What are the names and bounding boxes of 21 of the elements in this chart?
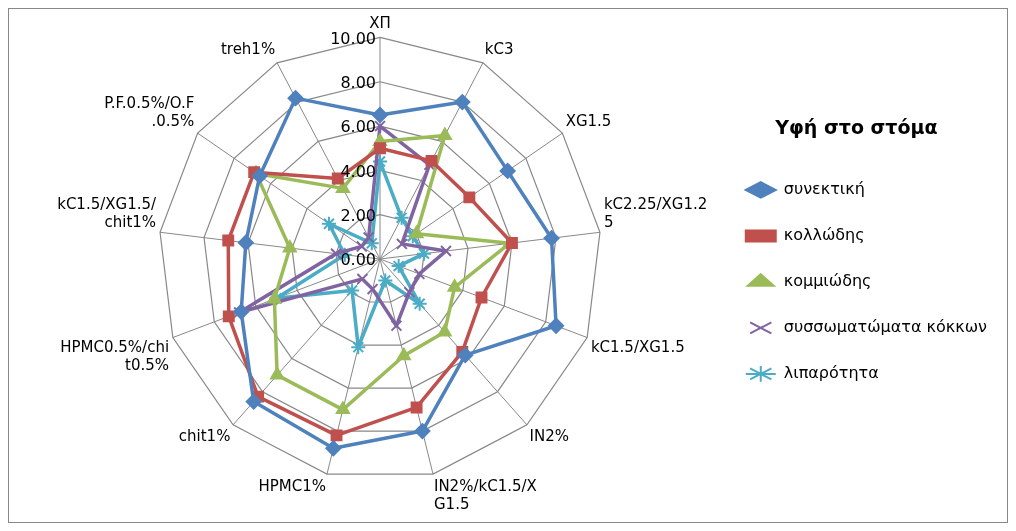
- spoke-label: kC1.5/XG1.5/chit1%: [57, 194, 158, 231]
- spoke-label: IN2%/kC1.5/XG1.5: [433, 476, 537, 513]
- spoke-label: P.F.0.5%/O.F.0.5%: [104, 93, 195, 130]
- spoke-label: treh1%: [220, 40, 276, 59]
- spoke-label: chit1%: [178, 426, 231, 445]
- legend-title: Υφή στο στόμα: [774, 115, 938, 138]
- spoke-label: HPMC1%: [258, 476, 327, 495]
- legend-label: κομμιώδης: [783, 271, 872, 291]
- legend-label: συσσωματώματα κόκκων: [783, 317, 988, 337]
- spoke-label: kC3: [484, 40, 514, 59]
- y-tick-label: 0.00: [340, 250, 376, 270]
- y-tick-label: 8.00: [340, 72, 376, 92]
- y-tick-label: 6.00: [340, 117, 376, 137]
- spoke-label: IN2%: [529, 426, 570, 445]
- spoke-label: kC2.25/XG1.25: [603, 194, 708, 231]
- spoke-label: kC1.5/XG1.5: [590, 337, 685, 356]
- spoke-label: HPMC0.5%/chit0.5%: [60, 337, 170, 374]
- legend-label: κολλώδης: [783, 225, 865, 245]
- legend-label: συνεκτική: [783, 179, 865, 199]
- legend-label: λιπαρότητα: [783, 363, 879, 383]
- spoke-label: XG1.5: [565, 111, 612, 130]
